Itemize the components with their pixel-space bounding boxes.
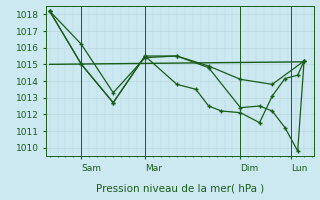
Text: Sam: Sam — [81, 164, 101, 173]
Text: Dim: Dim — [240, 164, 259, 173]
X-axis label: Pression niveau de la mer( hPa ): Pression niveau de la mer( hPa ) — [96, 183, 264, 193]
Text: Mar: Mar — [145, 164, 162, 173]
Text: Lun: Lun — [291, 164, 308, 173]
